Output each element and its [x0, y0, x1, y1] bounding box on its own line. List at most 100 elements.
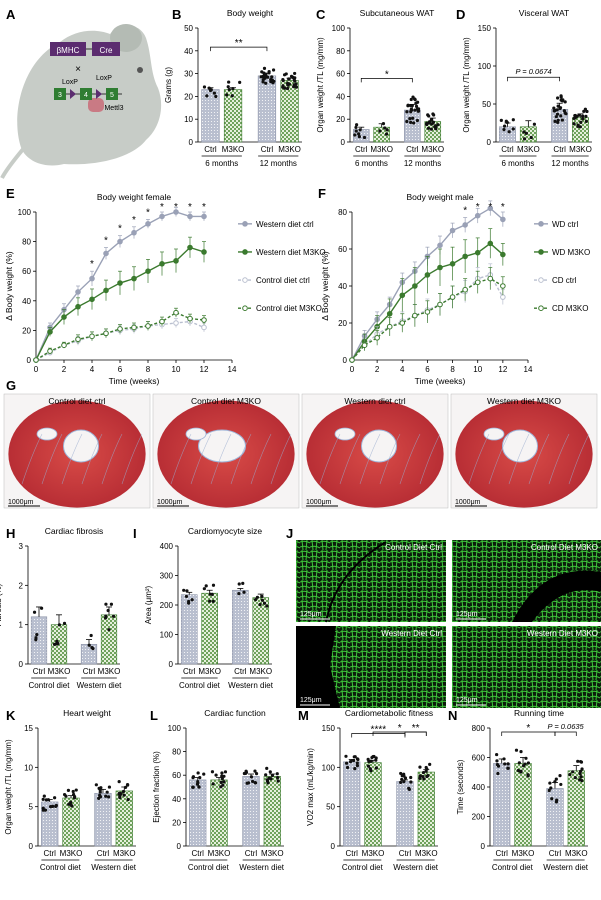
data-point — [106, 608, 110, 613]
data-point — [554, 777, 558, 781]
data-point — [550, 797, 554, 801]
y-tick-label: 50 — [482, 100, 491, 109]
collagen-strand — [21, 433, 43, 485]
data-point — [412, 121, 416, 125]
data-point — [293, 71, 297, 76]
series-point — [117, 238, 123, 245]
significance-bracket — [360, 78, 413, 83]
data-point — [522, 137, 527, 141]
data-point — [104, 602, 108, 606]
data-point — [411, 116, 415, 120]
bar-ctrl — [493, 763, 511, 847]
series-point — [117, 280, 123, 286]
data-point — [563, 100, 567, 104]
y-tick-label: 0 — [487, 138, 492, 147]
significance-star: * — [104, 236, 108, 247]
data-point — [516, 768, 520, 773]
data-point — [276, 775, 280, 780]
data-point — [378, 129, 382, 133]
data-point — [495, 752, 499, 757]
chart-title: Body weight female — [97, 192, 171, 202]
data-point — [222, 780, 226, 784]
data-point — [109, 602, 114, 606]
data-point — [260, 598, 265, 602]
x-tick-label: 14 — [524, 365, 533, 374]
chart-title: Heart weight — [63, 708, 111, 718]
series-line — [35, 246, 205, 361]
ventricle-lumen — [360, 429, 398, 463]
data-point — [573, 775, 577, 780]
y-tick-label: 20 — [172, 818, 181, 827]
y-tick-label: 60 — [338, 245, 347, 254]
data-point — [413, 108, 417, 112]
series-point — [89, 296, 95, 303]
data-point — [208, 599, 212, 603]
data-point — [122, 793, 126, 797]
x-tick-label: Ctrl — [33, 667, 46, 676]
data-point — [187, 601, 191, 605]
data-point — [407, 787, 412, 792]
series-point — [361, 342, 368, 349]
scale-bar-label: 1000μm — [8, 499, 34, 506]
legend-label: Western diet M3KO — [256, 248, 326, 257]
data-point — [409, 97, 413, 102]
data-point — [503, 124, 507, 128]
data-point — [559, 114, 563, 118]
data-point — [410, 108, 414, 112]
data-point — [97, 786, 101, 790]
panel-letter-f: F — [318, 186, 326, 201]
construct-box-cre — [92, 42, 120, 56]
legend-marker — [538, 277, 544, 283]
group-label: 12 months — [551, 159, 588, 168]
data-point — [558, 774, 562, 778]
data-point — [219, 785, 223, 789]
data-point — [344, 761, 349, 765]
data-point — [265, 604, 269, 608]
y-tick-label: 0 — [177, 842, 182, 851]
data-point — [411, 95, 415, 99]
group-label: 6 months — [355, 159, 388, 168]
ventricle-lumen — [36, 427, 58, 441]
collagen-strand — [270, 433, 292, 485]
y-tick-label: 10 — [24, 763, 33, 772]
data-point — [207, 86, 211, 90]
exon-4-box — [80, 88, 92, 100]
series-point — [374, 335, 380, 341]
data-point — [362, 135, 367, 140]
fluorescence-label: Western Diet Ctrl — [381, 629, 442, 638]
data-point — [249, 775, 254, 779]
data-point — [220, 774, 224, 778]
data-point — [220, 771, 224, 775]
data-point — [202, 85, 207, 89]
x-tick-label: M3KO — [370, 145, 393, 154]
group-label: 6 months — [205, 159, 238, 168]
fluorescence-image — [452, 626, 601, 708]
data-point — [547, 788, 551, 793]
legend-marker — [538, 249, 544, 255]
data-point — [355, 123, 359, 127]
significance-label: ** — [412, 723, 420, 734]
loxp-triangle-2 — [96, 89, 102, 99]
y-tick-label: 80 — [172, 748, 181, 757]
data-point — [428, 762, 432, 767]
significance-label: * — [385, 69, 389, 80]
series-point — [131, 324, 137, 331]
legend-label: CD M3KO — [552, 304, 588, 313]
data-point — [418, 765, 422, 769]
data-point — [263, 72, 268, 76]
data-point — [432, 113, 436, 117]
line-chart-F: Body weight male 0 20 40 60 80 0 2 4 6 8 10 12 14 Time… — [320, 192, 590, 386]
data-point — [560, 118, 564, 122]
y-tick-label: 300 — [160, 572, 174, 581]
data-point — [269, 777, 273, 781]
data-point — [414, 101, 418, 105]
y-tick-label: 40 — [338, 282, 347, 291]
x-tick-label: Ctrl — [43, 849, 56, 858]
data-point — [107, 628, 111, 632]
x-tick-label: M3KO — [421, 145, 444, 154]
data-point — [556, 120, 560, 125]
construct-box-bmhc — [50, 42, 86, 56]
data-point — [416, 109, 421, 113]
mouse-schematic: βMHC Cre × LoxP LoxP 3 4 5 Mettl3 — [0, 24, 162, 179]
collagen-strand — [359, 433, 381, 485]
